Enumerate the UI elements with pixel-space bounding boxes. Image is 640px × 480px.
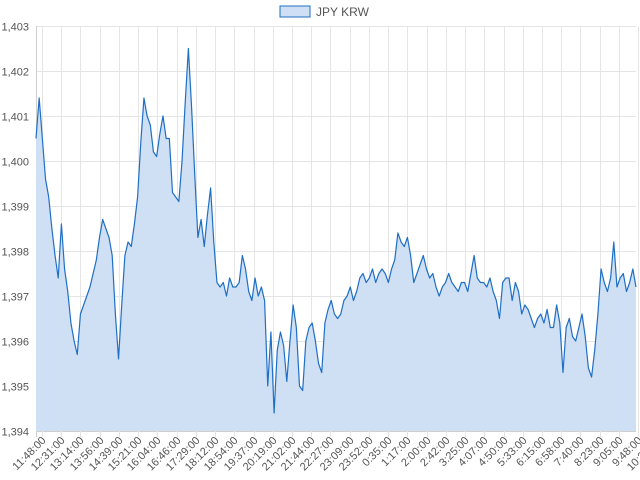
y-tick-label: 1,394 (1, 427, 29, 439)
x-axis-tick-labels: 11:48:0012:31:0013:14:0013:56:0014:39:00… (10, 435, 640, 474)
y-tick-label: 1,396 (1, 337, 29, 349)
legend-swatch-jpy-krw[interactable] (279, 5, 311, 18)
y-tick-label: 1,403 (1, 22, 29, 34)
y-axis-tick-labels: 1,403 1,402 1,401 1,400 1,399 1,398 1,397 1,396… (1, 22, 29, 439)
y-tick-label: 1,395 (1, 382, 29, 394)
legend-label-jpy-krw: JPY KRW (316, 5, 370, 19)
series-area-fill (36, 48, 636, 431)
y-tick-label: 1,401 (1, 112, 29, 124)
legend[interactable]: JPY KRW (279, 5, 370, 19)
y-tick-label: 1,397 (1, 292, 29, 304)
y-tick-label: 1,402 (1, 67, 29, 79)
y-tick-label: 1,399 (1, 202, 29, 214)
series-line (35, 47, 637, 414)
y-tick-label: 1,398 (1, 247, 29, 259)
y-tick-label: 1,400 (1, 157, 29, 169)
